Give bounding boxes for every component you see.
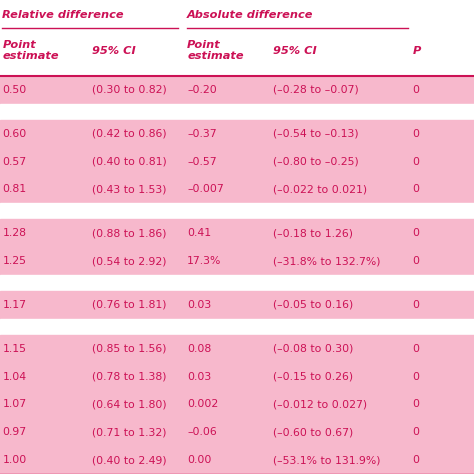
Text: 0: 0	[412, 129, 419, 139]
Text: (0.78 to 1.38): (0.78 to 1.38)	[92, 372, 167, 382]
Text: (–53.1% to 131.9%): (–53.1% to 131.9%)	[273, 455, 380, 465]
Text: –0.37: –0.37	[187, 129, 217, 139]
Text: –0.06: –0.06	[187, 427, 217, 437]
Bar	[0, 76, 474, 104]
Text: (–31.8% to 132.7%): (–31.8% to 132.7%)	[273, 256, 380, 266]
Text: (0.42 to 0.86): (0.42 to 0.86)	[92, 129, 167, 139]
Bar	[0, 291, 474, 319]
Text: (0.54 to 2.92): (0.54 to 2.92)	[92, 256, 167, 266]
Bar	[0, 30, 474, 76]
Text: 95% CI: 95% CI	[273, 46, 316, 56]
Bar	[0, 446, 474, 474]
Bar	[0, 275, 474, 291]
Bar	[0, 104, 474, 120]
Bar	[0, 147, 474, 175]
Bar	[0, 5, 474, 30]
Bar	[0, 391, 474, 419]
Text: 0.50: 0.50	[2, 85, 27, 95]
Text: 1.25: 1.25	[2, 256, 27, 266]
Text: (–0.08 to 0.30): (–0.08 to 0.30)	[273, 344, 353, 354]
Text: 0: 0	[412, 85, 419, 95]
Text: 0: 0	[412, 228, 419, 238]
Text: 0.08: 0.08	[187, 344, 211, 354]
Text: 0: 0	[412, 400, 419, 410]
Text: 1.07: 1.07	[2, 400, 27, 410]
Text: 0.60: 0.60	[2, 129, 27, 139]
Bar	[0, 120, 474, 147]
Text: –0.007: –0.007	[187, 184, 224, 194]
Text: (0.43 to 1.53): (0.43 to 1.53)	[92, 184, 167, 194]
Text: (–0.28 to –0.07): (–0.28 to –0.07)	[273, 85, 358, 95]
Text: 0.00: 0.00	[187, 455, 211, 465]
Text: 0.57: 0.57	[2, 156, 27, 166]
Text: (0.71 to 1.32): (0.71 to 1.32)	[92, 427, 167, 437]
Text: 0.03: 0.03	[187, 300, 211, 310]
Text: (–0.80 to –0.25): (–0.80 to –0.25)	[273, 156, 358, 166]
Text: Relative difference: Relative difference	[2, 10, 124, 20]
Text: 1.17: 1.17	[2, 300, 27, 310]
Bar	[0, 319, 474, 335]
Text: 0: 0	[412, 455, 419, 465]
Text: 1.15: 1.15	[2, 344, 27, 354]
Text: 0: 0	[412, 256, 419, 266]
Text: (–0.022 to 0.021): (–0.022 to 0.021)	[273, 184, 367, 194]
Bar	[0, 203, 474, 219]
Bar	[0, 363, 474, 391]
Text: –0.20: –0.20	[187, 85, 217, 95]
Text: 1.28: 1.28	[2, 228, 27, 238]
Bar	[0, 175, 474, 203]
Text: (0.40 to 2.49): (0.40 to 2.49)	[92, 455, 167, 465]
Text: 1.00: 1.00	[2, 455, 27, 465]
Text: (–0.54 to –0.13): (–0.54 to –0.13)	[273, 129, 358, 139]
Text: (–0.18 to 1.26): (–0.18 to 1.26)	[273, 228, 353, 238]
Text: –0.57: –0.57	[187, 156, 217, 166]
Text: 0: 0	[412, 427, 419, 437]
Bar	[0, 219, 474, 247]
Text: 0: 0	[412, 300, 419, 310]
Text: Point
estimate: Point estimate	[187, 40, 244, 61]
Text: (0.30 to 0.82): (0.30 to 0.82)	[92, 85, 167, 95]
Text: 0: 0	[412, 344, 419, 354]
Bar	[0, 247, 474, 275]
Text: 17.3%: 17.3%	[187, 256, 222, 266]
Text: (0.76 to 1.81): (0.76 to 1.81)	[92, 300, 167, 310]
Text: 0.41: 0.41	[187, 228, 211, 238]
Text: 1.04: 1.04	[2, 372, 27, 382]
Text: Absolute difference: Absolute difference	[187, 10, 314, 20]
Text: (–0.05 to 0.16): (–0.05 to 0.16)	[273, 300, 353, 310]
Text: (–0.15 to 0.26): (–0.15 to 0.26)	[273, 372, 353, 382]
Text: (–0.012 to 0.027): (–0.012 to 0.027)	[273, 400, 367, 410]
Text: 95% CI: 95% CI	[92, 46, 136, 56]
Text: 0.002: 0.002	[187, 400, 219, 410]
Text: 0: 0	[412, 184, 419, 194]
Text: (–0.60 to 0.67): (–0.60 to 0.67)	[273, 427, 353, 437]
Text: 0.97: 0.97	[2, 427, 27, 437]
Text: P: P	[412, 46, 421, 56]
Text: 0.03: 0.03	[187, 372, 211, 382]
Text: (0.40 to 0.81): (0.40 to 0.81)	[92, 156, 167, 166]
Text: (0.64 to 1.80): (0.64 to 1.80)	[92, 400, 167, 410]
Text: Point
estimate: Point estimate	[2, 40, 59, 61]
Text: 0: 0	[412, 372, 419, 382]
Text: 0.81: 0.81	[2, 184, 27, 194]
Text: 0: 0	[412, 156, 419, 166]
Bar	[0, 419, 474, 446]
Text: (0.88 to 1.86): (0.88 to 1.86)	[92, 228, 167, 238]
Text: (0.85 to 1.56): (0.85 to 1.56)	[92, 344, 167, 354]
Bar	[0, 335, 474, 363]
